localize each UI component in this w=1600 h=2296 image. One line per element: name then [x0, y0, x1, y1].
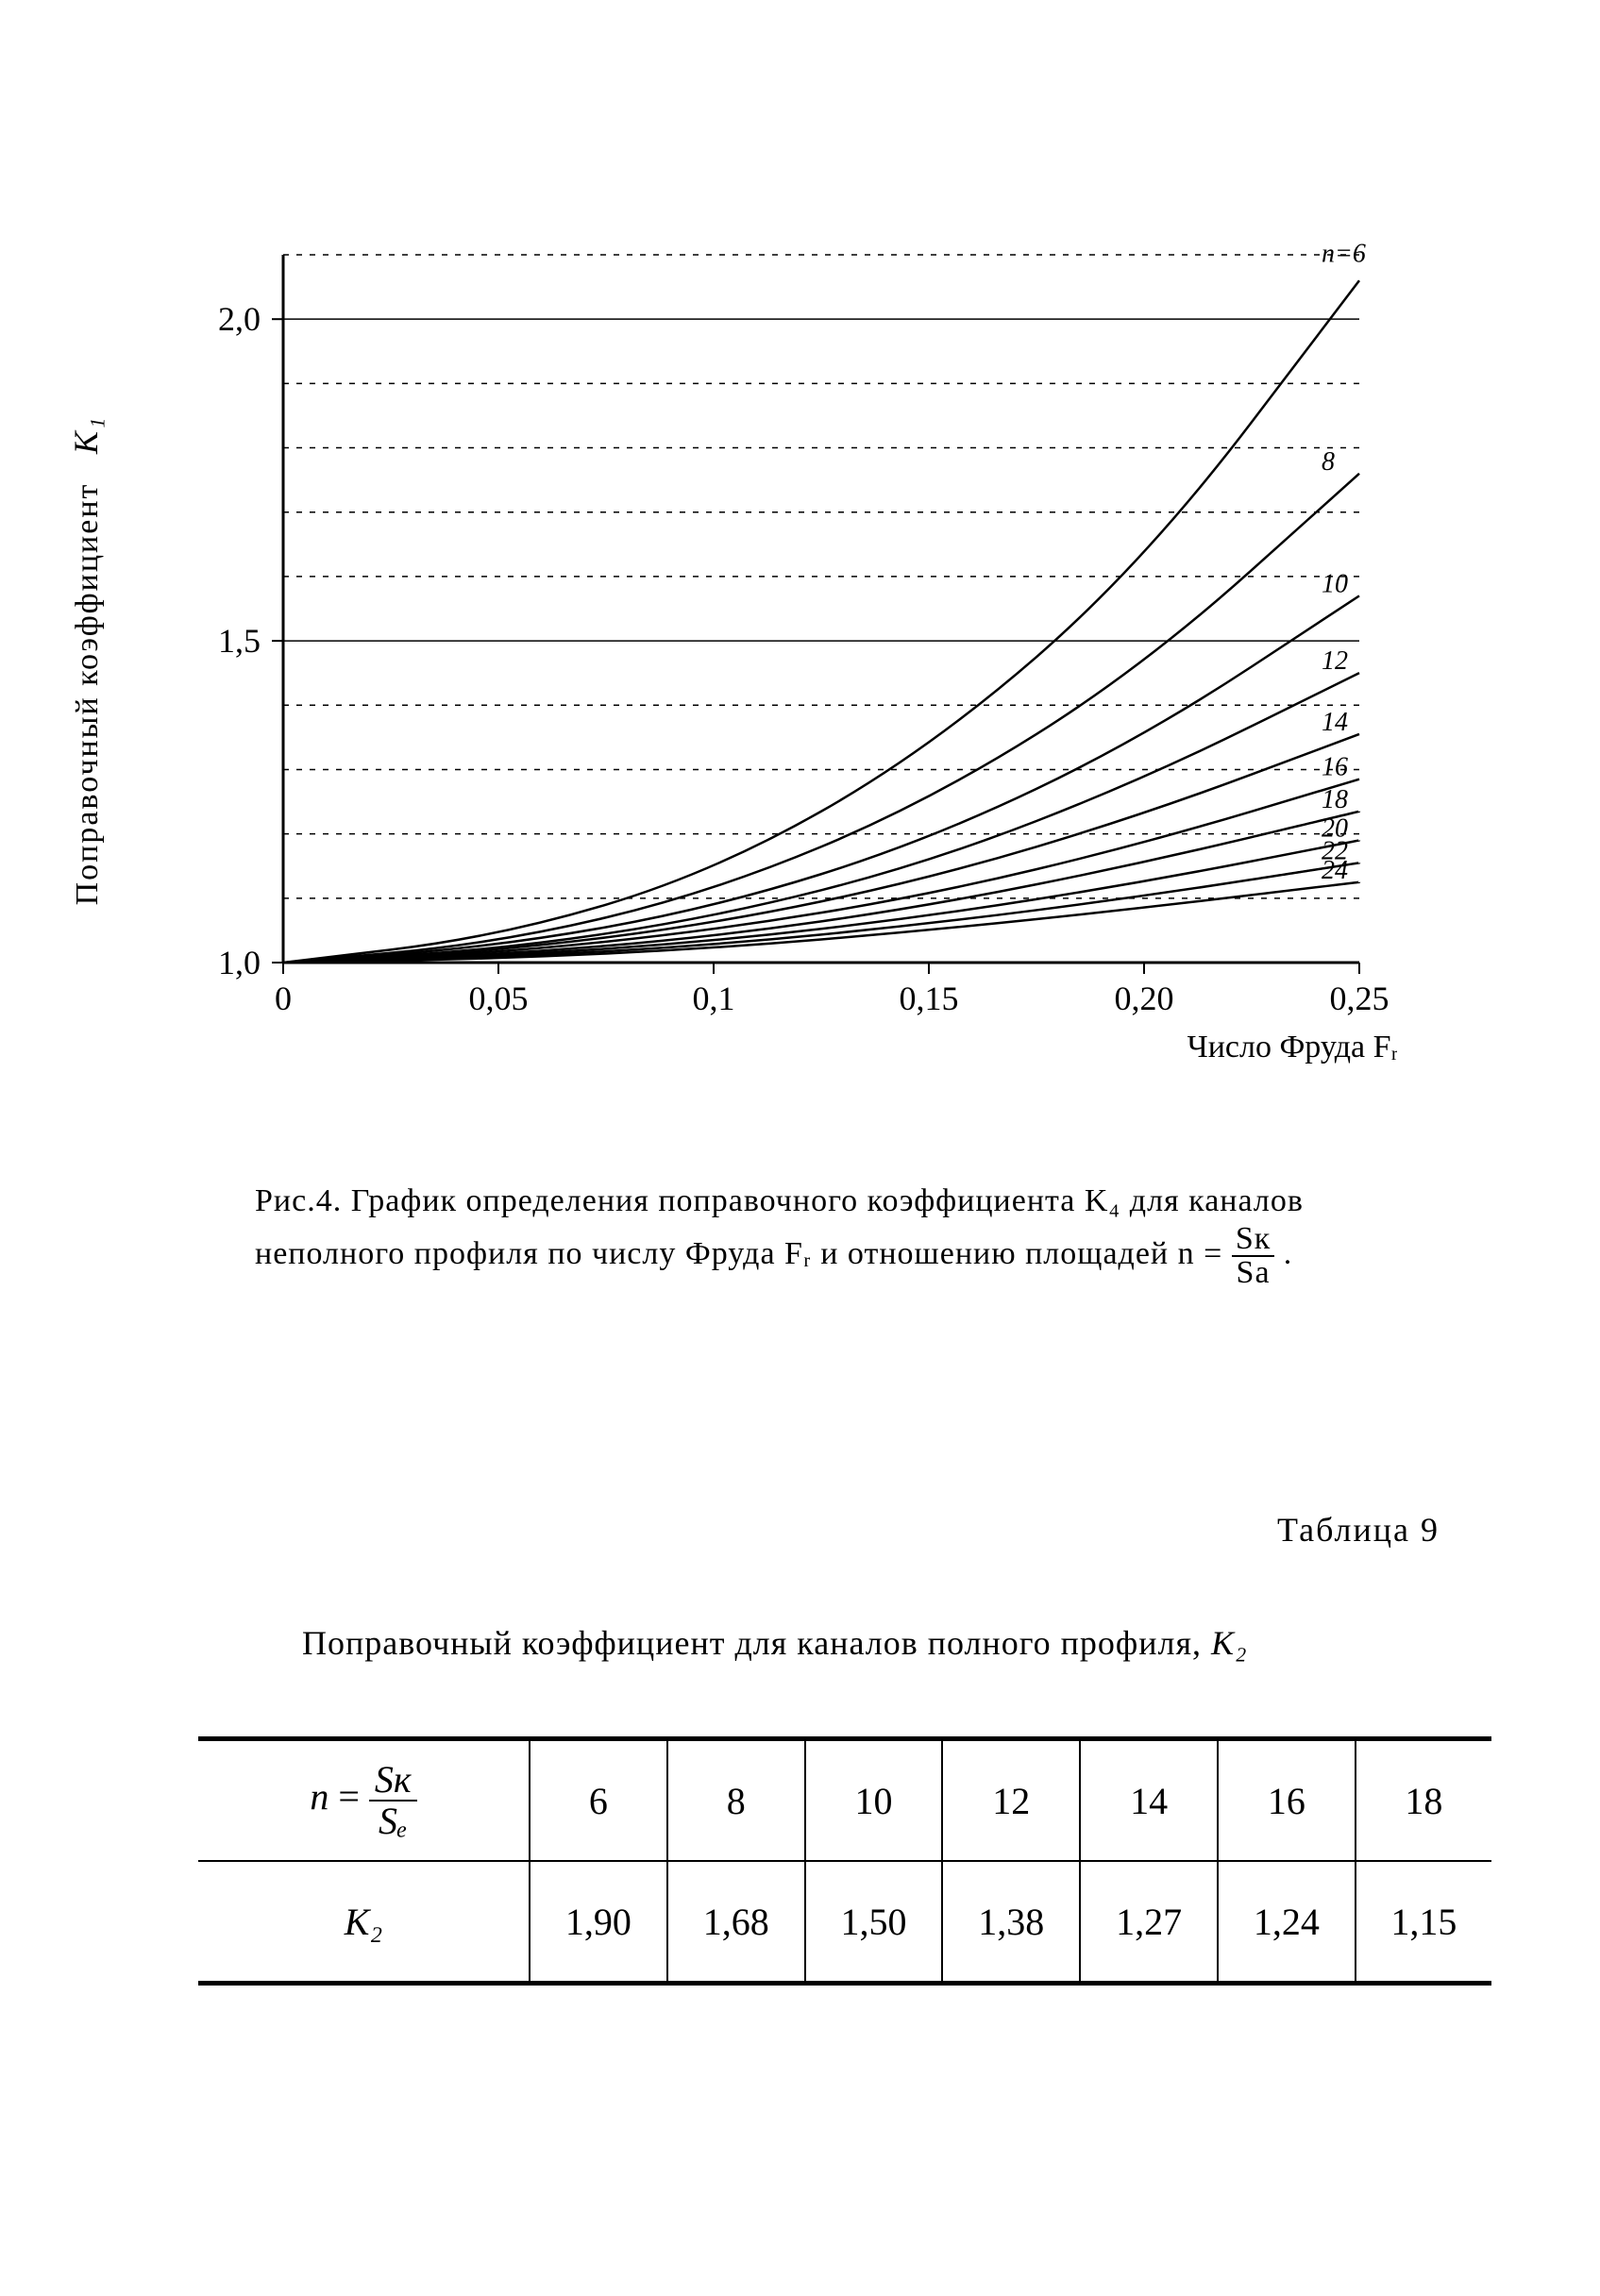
svg-text:Число Фруда Fᵣ: Число Фруда Fᵣ: [1187, 1030, 1397, 1064]
y-label-symbol: K₁: [67, 416, 105, 455]
table-cell: 1,50: [805, 1861, 943, 1984]
table-label: Таблица 9: [1277, 1510, 1440, 1550]
chart-y-axis-label: Поправочный коэффициент K₁: [66, 245, 123, 1076]
svg-text:0,1: 0,1: [693, 980, 735, 1017]
svg-text:n=6: n=6: [1322, 239, 1366, 268]
table-title-text: Поправочный коэффициент для каналов полн…: [302, 1624, 1211, 1662]
svg-text:18: 18: [1322, 785, 1348, 814]
svg-text:8: 8: [1322, 447, 1335, 477]
table-cell: 1,68: [667, 1861, 805, 1984]
svg-text:0,05: 0,05: [469, 980, 529, 1017]
table-cell: 1,15: [1356, 1861, 1491, 1984]
svg-text:10: 10: [1322, 569, 1348, 598]
svg-text:12: 12: [1322, 646, 1348, 676]
table-cell: 1,24: [1218, 1861, 1356, 1984]
svg-text:1,5: 1,5: [218, 622, 261, 660]
table-cell: 1,38: [942, 1861, 1080, 1984]
chart-svg: 1,0 1,5 2,0 0 0,05 0,1 0,15 0,20 0,25 Число Фруда…: [151, 226, 1397, 1076]
table-cell: 12: [942, 1739, 1080, 1862]
table-cell: 1,27: [1080, 1861, 1218, 1984]
table-header-k2: K₂: [198, 1861, 530, 1984]
svg-text:16: 16: [1322, 753, 1348, 782]
table-cell: 6: [530, 1739, 667, 1862]
figure-caption: Рис.4. График определения поправочного к…: [255, 1180, 1435, 1289]
table-header-n: n = Sк Sₑ: [198, 1739, 530, 1862]
table-row: K₂ 1,90 1,68 1,50 1,38 1,27 1,24 1,15: [198, 1861, 1491, 1984]
table-row: n = Sк Sₑ 6 8 10 12 14 16 18: [198, 1739, 1491, 1862]
table-cell: 10: [805, 1739, 943, 1862]
y-label-text: Поправочный коэффициент: [70, 483, 105, 906]
svg-text:0,25: 0,25: [1330, 980, 1389, 1017]
table-cell: 16: [1218, 1739, 1356, 1862]
table-title-symbol: K₂: [1211, 1624, 1248, 1662]
table-title: Поправочный коэффициент для каналов полн…: [302, 1623, 1482, 1663]
caption-fraction: Sк Sа: [1232, 1223, 1274, 1289]
table-cell: 8: [667, 1739, 805, 1862]
table-header-frac-num: Sк: [369, 1760, 417, 1802]
correction-coefficient-chart: 1,0 1,5 2,0 0 0,05 0,1 0,15 0,20 0,25 Число Фруда…: [151, 226, 1397, 1076]
k2-table: n = Sк Sₑ 6 8 10 12 14 16 18 K₂ 1,90 1,6…: [198, 1736, 1491, 1986]
svg-text:2,0: 2,0: [218, 300, 261, 338]
svg-text:24: 24: [1322, 856, 1348, 885]
table-cell: 18: [1356, 1739, 1491, 1862]
table-header-frac-den: Sₑ: [369, 1802, 417, 1841]
caption-frac-den: Sа: [1232, 1257, 1274, 1289]
k2-label: K₂: [345, 1901, 383, 1943]
svg-text:0: 0: [275, 980, 292, 1017]
svg-text:0,15: 0,15: [900, 980, 959, 1017]
svg-text:1,0: 1,0: [218, 944, 261, 981]
table-header-fraction: Sк Sₑ: [369, 1760, 417, 1841]
table-cell: 14: [1080, 1739, 1218, 1862]
table-cell: 1,90: [530, 1861, 667, 1984]
svg-text:0,20: 0,20: [1115, 980, 1174, 1017]
caption-suffix: .: [1284, 1236, 1293, 1271]
svg-text:14: 14: [1322, 708, 1348, 737]
caption-text: Рис.4. График определения поправочного к…: [255, 1183, 1304, 1271]
caption-frac-num: Sк: [1232, 1223, 1274, 1257]
